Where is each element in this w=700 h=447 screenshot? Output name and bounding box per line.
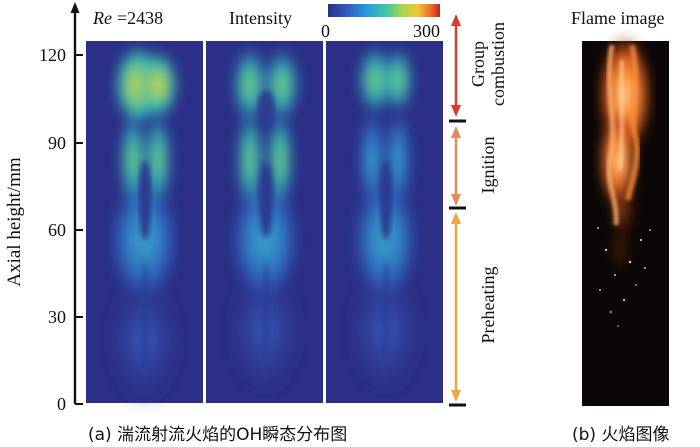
panel-separator xyxy=(203,41,206,403)
y-tick-label: 90 xyxy=(48,133,66,153)
colorbar xyxy=(328,4,440,17)
oh-panel-2 xyxy=(206,41,323,403)
caption-b: (b) 火焰图像 xyxy=(572,425,669,445)
stage-label-ignition: Ignition xyxy=(478,137,498,194)
y-tick-label: 60 xyxy=(48,220,66,240)
flame-image-title: Flame image xyxy=(571,8,664,28)
intensity-label: Intensity xyxy=(229,8,292,28)
y-axis-title: Axial height/mm xyxy=(4,157,25,287)
stage-label-group: Group xyxy=(468,41,488,87)
colorbar-min-label: 0 xyxy=(321,21,330,41)
stage-boundary-ticks xyxy=(449,119,466,407)
y-axis xyxy=(70,2,83,405)
flame-photo xyxy=(582,35,669,406)
colorbar-max-label: 300 xyxy=(413,21,440,41)
stage-preheating xyxy=(451,212,461,402)
stage-label-combustion: combustion xyxy=(488,22,508,106)
y-tick-label: 0 xyxy=(57,394,66,414)
stage-ignition xyxy=(451,126,461,206)
stage-label-preheating: Preheating xyxy=(478,267,498,344)
stage-group-combustion xyxy=(451,14,461,117)
y-tick-label: 120 xyxy=(39,45,66,65)
panel-separator xyxy=(323,41,326,403)
oh-panel-3 xyxy=(326,41,443,403)
y-tick-label: 30 xyxy=(48,307,66,327)
reynolds-symbol: Re xyxy=(92,8,112,28)
caption-a: (a) 湍流射流火焰的OH瞬态分布图 xyxy=(88,425,347,445)
reynolds-value: =2438 xyxy=(117,8,163,28)
oh-panel-1 xyxy=(86,41,203,410)
